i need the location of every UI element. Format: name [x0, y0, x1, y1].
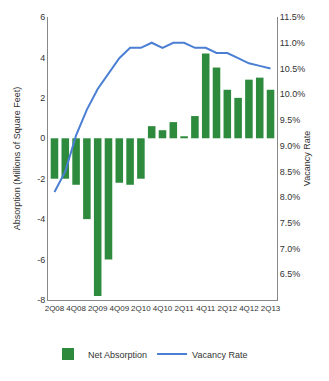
svg-text:4Q11: 4Q11: [196, 304, 216, 313]
svg-text:4Q09: 4Q09: [110, 304, 130, 313]
svg-text:-2: -2: [37, 174, 45, 184]
svg-text:-6: -6: [37, 255, 45, 265]
svg-text:10.0%: 10.0%: [280, 89, 306, 99]
svg-text:0: 0: [40, 133, 45, 143]
svg-text:-4: -4: [37, 214, 45, 224]
svg-text:2Q13: 2Q13: [261, 304, 281, 313]
svg-text:4Q08: 4Q08: [66, 304, 86, 313]
svg-text:-8: -8: [37, 295, 45, 305]
svg-text:4Q10: 4Q10: [153, 304, 173, 313]
svg-text:6: 6: [40, 12, 45, 22]
svg-text:2Q08: 2Q08: [45, 304, 65, 313]
svg-text:6.5%: 6.5%: [280, 269, 301, 279]
svg-text:Net Absorption: Net Absorption: [88, 350, 147, 360]
svg-text:10.5%: 10.5%: [280, 64, 306, 74]
svg-text:2Q11: 2Q11: [175, 304, 195, 313]
svg-text:Absorption (Millions of Square: Absorption (Millions of Square Feet): [12, 87, 22, 231]
svg-text:9.0%: 9.0%: [280, 141, 301, 151]
svg-text:8.5%: 8.5%: [280, 167, 301, 177]
svg-text:9.5%: 9.5%: [280, 115, 301, 125]
svg-text:4: 4: [40, 53, 45, 63]
svg-text:2: 2: [40, 93, 45, 103]
svg-text:11.5%: 11.5%: [280, 12, 305, 22]
svg-text:2Q10: 2Q10: [131, 304, 151, 313]
svg-text:7.0%: 7.0%: [280, 244, 301, 254]
svg-text:2Q12: 2Q12: [218, 304, 238, 313]
svg-text:4Q12: 4Q12: [239, 304, 259, 313]
svg-text:7.5%: 7.5%: [280, 218, 301, 228]
svg-text:8.0%: 8.0%: [280, 192, 301, 202]
svg-text:Vacancy Rate: Vacancy Rate: [302, 131, 312, 186]
svg-text:11.0%: 11.0%: [280, 38, 305, 48]
svg-text:2Q09: 2Q09: [88, 304, 108, 313]
svg-text:Vacancy Rate: Vacancy Rate: [192, 350, 247, 360]
